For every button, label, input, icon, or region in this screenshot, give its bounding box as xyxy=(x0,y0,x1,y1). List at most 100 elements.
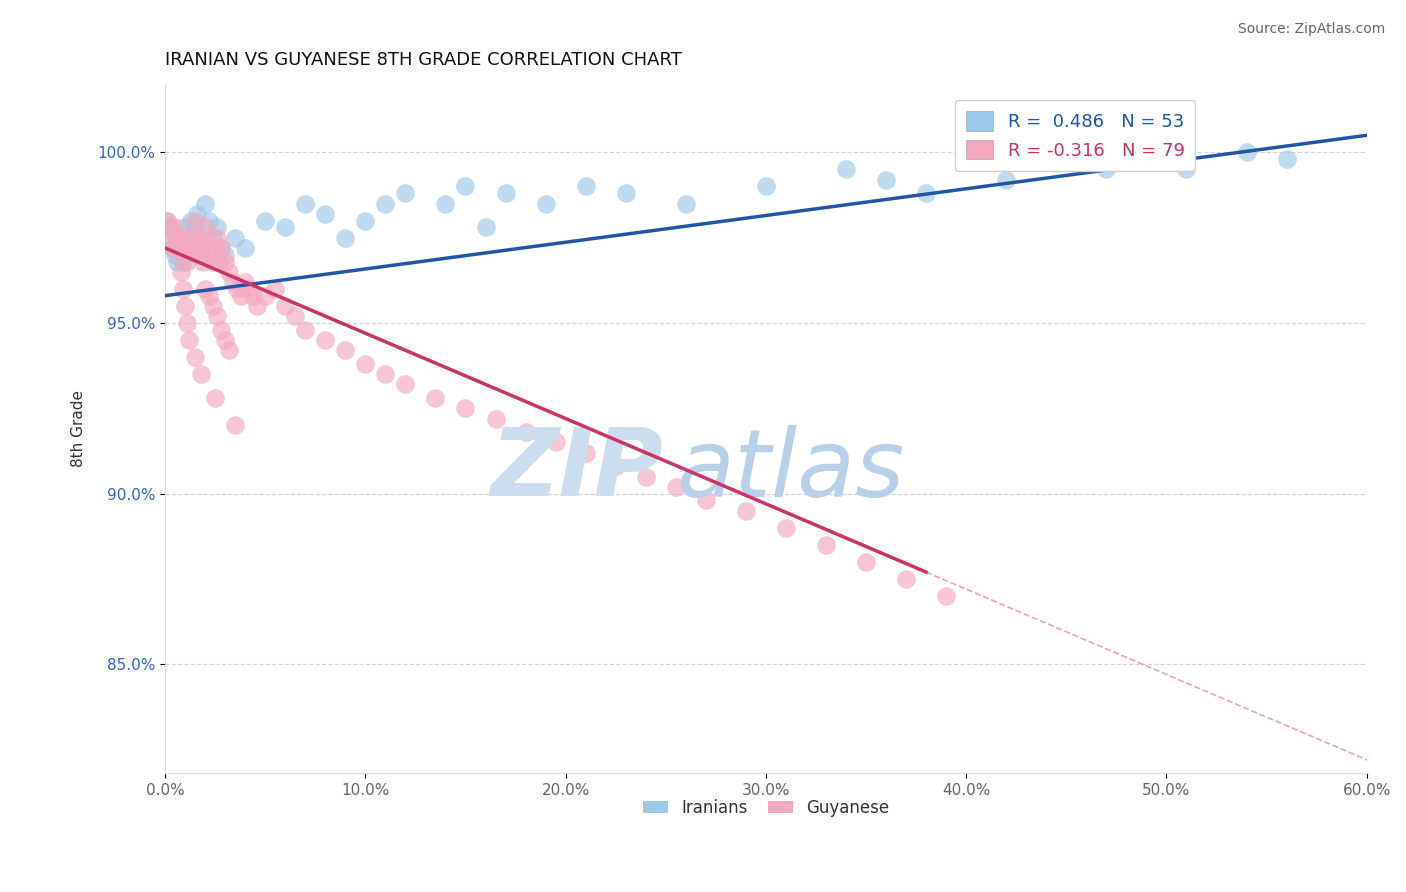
Point xyxy=(233,241,256,255)
Point xyxy=(254,213,277,227)
Point xyxy=(284,309,307,323)
Point xyxy=(174,241,197,255)
Point xyxy=(218,343,240,358)
Point xyxy=(202,254,225,268)
Point xyxy=(1095,162,1118,177)
Point xyxy=(675,196,697,211)
Point xyxy=(335,343,357,358)
Point xyxy=(634,469,657,483)
Point xyxy=(484,411,506,425)
Y-axis label: 8th Grade: 8th Grade xyxy=(72,391,86,467)
Text: IRANIAN VS GUYANESE 8TH GRADE CORRELATION CHART: IRANIAN VS GUYANESE 8TH GRADE CORRELATIO… xyxy=(165,51,682,69)
Point xyxy=(222,275,245,289)
Point xyxy=(194,220,217,235)
Point xyxy=(314,207,336,221)
Point xyxy=(214,248,236,262)
Point xyxy=(735,504,758,518)
Point xyxy=(1135,145,1157,160)
Point xyxy=(166,254,188,268)
Point xyxy=(274,220,297,235)
Point xyxy=(167,241,190,255)
Point xyxy=(544,435,567,450)
Point xyxy=(915,186,938,201)
Point xyxy=(156,213,179,227)
Text: Source: ZipAtlas.com: Source: ZipAtlas.com xyxy=(1237,22,1385,37)
Point xyxy=(157,220,180,235)
Point xyxy=(170,265,193,279)
Point xyxy=(190,367,212,381)
Point xyxy=(167,230,190,244)
Point xyxy=(614,186,637,201)
Point xyxy=(188,241,211,255)
Point xyxy=(835,162,858,177)
Point xyxy=(162,241,184,255)
Point xyxy=(935,589,957,603)
Point xyxy=(224,418,246,433)
Point xyxy=(1236,145,1258,160)
Point xyxy=(204,241,226,255)
Point xyxy=(264,282,287,296)
Point xyxy=(238,282,260,296)
Point xyxy=(180,241,202,255)
Point xyxy=(194,282,217,296)
Point xyxy=(170,248,193,262)
Point xyxy=(394,186,416,201)
Point xyxy=(274,299,297,313)
Point xyxy=(665,480,688,494)
Point xyxy=(474,220,496,235)
Point xyxy=(181,230,204,244)
Point xyxy=(204,391,226,405)
Point xyxy=(209,241,232,255)
Point xyxy=(354,213,377,227)
Point xyxy=(208,254,231,268)
Point xyxy=(214,254,236,268)
Point xyxy=(218,265,240,279)
Point xyxy=(205,309,228,323)
Point xyxy=(814,538,837,552)
Text: atlas: atlas xyxy=(676,425,904,516)
Point xyxy=(188,230,211,244)
Point xyxy=(1275,152,1298,166)
Point xyxy=(374,196,396,211)
Point xyxy=(374,367,396,381)
Point xyxy=(205,230,228,244)
Point xyxy=(226,282,249,296)
Point xyxy=(755,179,778,194)
Point xyxy=(172,230,194,244)
Point xyxy=(198,241,221,255)
Point xyxy=(231,288,253,302)
Point xyxy=(176,316,198,330)
Point xyxy=(190,248,212,262)
Point xyxy=(575,445,598,459)
Point xyxy=(294,196,316,211)
Point xyxy=(172,254,194,268)
Point xyxy=(195,230,218,244)
Point xyxy=(246,299,269,313)
Point xyxy=(184,350,207,364)
Point xyxy=(534,196,557,211)
Point xyxy=(174,299,197,313)
Text: ZIP: ZIP xyxy=(491,424,664,516)
Point xyxy=(186,230,208,244)
Point xyxy=(202,230,225,244)
Point xyxy=(314,333,336,347)
Point xyxy=(176,248,198,262)
Point xyxy=(434,196,457,211)
Point xyxy=(190,248,212,262)
Point xyxy=(181,241,204,255)
Point xyxy=(202,299,225,313)
Point xyxy=(1175,162,1198,177)
Point xyxy=(233,275,256,289)
Point xyxy=(176,254,198,268)
Point xyxy=(191,254,214,268)
Point xyxy=(177,230,200,244)
Point xyxy=(180,213,202,227)
Point xyxy=(425,391,447,405)
Point xyxy=(242,288,264,302)
Point xyxy=(172,282,194,296)
Point xyxy=(184,220,207,235)
Point xyxy=(515,425,537,440)
Point xyxy=(894,572,917,586)
Point xyxy=(775,521,797,535)
Point xyxy=(205,220,228,235)
